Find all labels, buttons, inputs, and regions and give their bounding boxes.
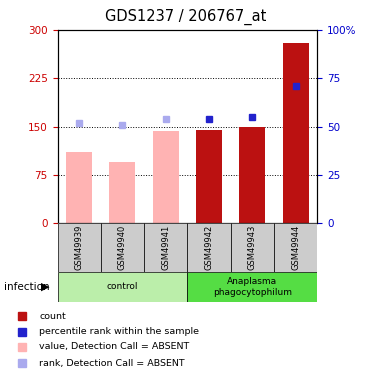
Text: value, Detection Call = ABSENT: value, Detection Call = ABSENT xyxy=(39,342,190,351)
Text: Anaplasma
phagocytophilum: Anaplasma phagocytophilum xyxy=(213,277,292,297)
Text: GSM49942: GSM49942 xyxy=(204,225,213,270)
Text: GSM49943: GSM49943 xyxy=(248,225,257,270)
Bar xyxy=(101,223,144,272)
Text: count: count xyxy=(39,312,66,321)
Text: rank, Detection Call = ABSENT: rank, Detection Call = ABSENT xyxy=(39,359,185,368)
Bar xyxy=(239,127,265,223)
Bar xyxy=(187,272,317,302)
Text: GSM49944: GSM49944 xyxy=(291,225,300,270)
Text: GDS1237 / 206767_at: GDS1237 / 206767_at xyxy=(105,9,266,25)
Bar xyxy=(144,223,187,272)
Text: infection: infection xyxy=(4,282,49,292)
Bar xyxy=(109,162,135,223)
Text: control: control xyxy=(107,282,138,291)
Text: percentile rank within the sample: percentile rank within the sample xyxy=(39,327,200,336)
Text: ▶: ▶ xyxy=(42,282,50,292)
Bar xyxy=(66,152,92,223)
Bar xyxy=(231,223,274,272)
Text: GSM49940: GSM49940 xyxy=(118,225,127,270)
Bar xyxy=(58,223,101,272)
Bar xyxy=(274,223,317,272)
Bar xyxy=(153,131,179,223)
Bar xyxy=(58,272,187,302)
Bar xyxy=(187,223,231,272)
Text: GSM49939: GSM49939 xyxy=(75,225,83,270)
Text: GSM49941: GSM49941 xyxy=(161,225,170,270)
Bar xyxy=(196,130,222,223)
Bar xyxy=(283,43,309,223)
